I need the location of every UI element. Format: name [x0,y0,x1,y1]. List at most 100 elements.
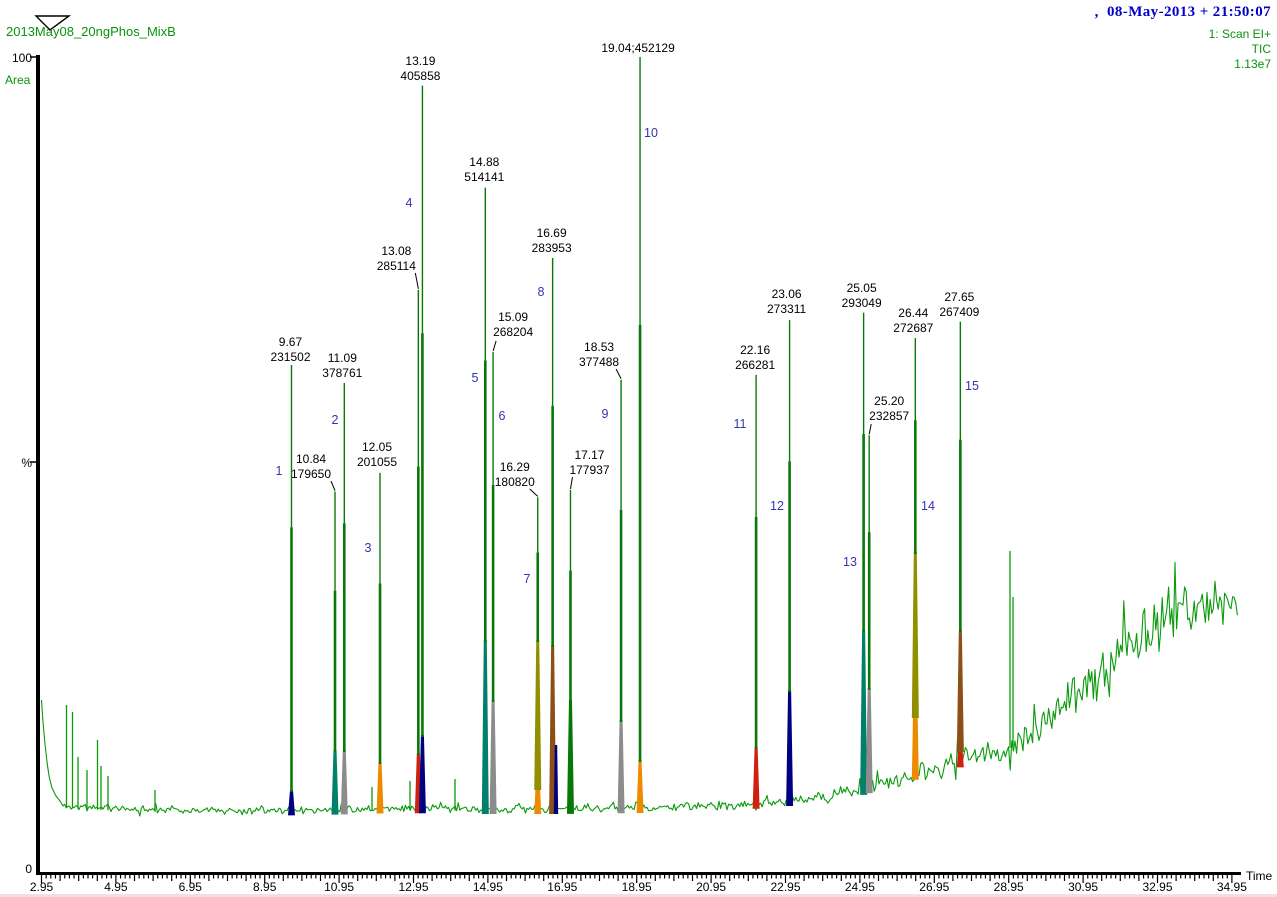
x-tick-label: 28.95 [994,880,1024,894]
peak-number: 6 [499,409,506,423]
peak-label-rt: 14.88 [469,155,499,169]
x-tick-label: 18.95 [622,880,652,894]
peak-number: 9 [602,407,609,421]
peak-fill [331,750,339,815]
peak-fill [553,745,559,814]
peak-number: 3 [365,541,372,555]
x-tick-label: 22.95 [770,880,800,894]
x-tick-label: 14.95 [473,880,503,894]
peak-label-rt: 18.53 [584,340,614,354]
peak-label-rt: 10.84 [296,452,326,466]
x-axis-line [36,872,1241,875]
peak-number: 2 [332,413,339,427]
peak-number: 7 [524,572,531,586]
peak-callout-line [330,480,336,491]
peak-label-area: 283953 [532,241,572,255]
peak-callout-line [529,488,539,497]
acquired-date: , 08-May-2013 + 21:50:07 [1094,4,1271,20]
peak-label-area: 267409 [939,305,979,319]
scan-mode-label: 1: Scan EI+ [1208,27,1271,41]
peak-label-area: 273311 [767,302,806,316]
peak-fill [418,735,426,814]
peak-fill [752,747,760,809]
peak-number: 8 [538,285,545,299]
peak-fill [481,640,489,814]
peak-fill [534,640,542,790]
peak-number: 11 [734,417,747,431]
range-marker-icon [34,15,72,31]
peak-callout-line [615,368,622,379]
peak-number: 13 [843,555,857,569]
peak-label-rt: 15.09 [498,310,528,324]
peak-number: 5 [472,371,479,385]
peak-fill [287,790,295,816]
peak-label-rt: 9.67 [279,335,303,349]
peak-fill [956,630,964,752]
peak-label: 19.04;452129 [601,41,675,55]
peak-label-area: 378761 [322,366,362,380]
peak-label-area: 405858 [400,69,440,83]
peak-callout-line [868,423,872,435]
peak-fill [636,760,644,813]
x-tick-label: 24.95 [845,880,875,894]
y-axis-zero-label: 0 [25,862,32,876]
x-tick-label: 12.95 [398,880,428,894]
peak-number: 1 [276,464,283,478]
peak-label-area: 272687 [893,321,933,335]
peak-fill [956,752,964,768]
x-axis-title: Time [1246,869,1273,883]
peak-fill [617,720,625,814]
x-tick-label: 34.95 [1217,880,1247,894]
x-tick-label: 30.95 [1068,880,1098,894]
peak-label-rt: 22.16 [740,343,770,357]
peak-fill [340,750,348,815]
peak-fill [786,690,794,807]
peak-fill [549,645,557,814]
x-tick-label: 2.95 [30,880,54,894]
peak-fill [911,718,919,780]
x-tick-label: 26.95 [919,880,949,894]
peak-number: 10 [644,126,658,140]
peak-label-area: 231502 [270,350,310,364]
peak-fill [566,700,574,814]
peak-label-area: 514141 [464,170,504,184]
peak-label-rt: 17.17 [574,448,604,462]
peak-label-area: 180820 [495,475,535,489]
peak-label-rt: 13.08 [381,244,411,258]
peak-label-area: 268204 [493,325,533,339]
peak-label-area: 266281 [735,358,775,372]
peak-callout-line [492,340,497,352]
peak-label-rt: 13.19 [405,54,435,68]
peak-fill [376,762,384,814]
x-tick-label: 32.95 [1142,880,1172,894]
peak-callout-line [569,476,573,490]
peak-label-rt: 23.06 [772,287,802,301]
peak-label-rt: 25.20 [874,394,904,408]
x-tick-label: 6.95 [179,880,203,894]
y-axis-top-label: 100 [11,51,32,65]
peak-label-rt: 12.05 [362,440,392,454]
y-axis-mode-label: Area [5,73,31,87]
peak-label-rt: 26.44 [898,306,928,320]
x-tick-label: 4.95 [104,880,128,894]
peak-fill [865,688,873,794]
peak-number: 15 [965,379,979,393]
peak-callout-line [414,272,419,289]
window-edge-strip [0,894,1277,897]
peak-number: 14 [921,499,935,513]
y-axis-line [36,55,40,875]
peak-label-rt: 11.09 [328,351,357,365]
x-tick-label: 20.95 [696,880,726,894]
peak-label-rt: 27.65 [944,290,974,304]
peak-label-area: 201055 [357,455,397,469]
y-axis-unit-label: % [21,456,32,470]
peak-number: 4 [406,196,413,210]
peak-label-area: 377488 [579,355,619,369]
x-tick-label: 10.95 [324,880,354,894]
peak-fill [911,552,919,718]
peak-label-area: 177937 [569,463,609,477]
peak-number: 12 [770,499,784,513]
peak-label-rt: 16.29 [500,460,530,474]
